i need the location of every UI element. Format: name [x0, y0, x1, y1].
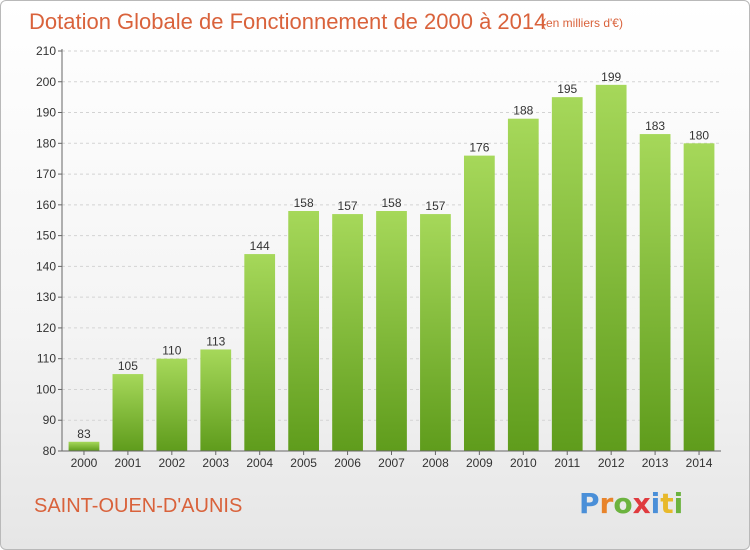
bar-value-label: 183	[645, 119, 665, 133]
bar-value-label: 158	[381, 196, 401, 210]
chart-title: Dotation Globale de Fonctionnement de 20…	[29, 9, 547, 34]
bar-value-label: 176	[469, 141, 489, 155]
y-tick-label: 170	[36, 167, 56, 181]
bar-value-label: 105	[118, 359, 138, 373]
bars	[68, 84, 715, 452]
bar-value-label: 113	[206, 334, 225, 348]
bar	[595, 84, 627, 451]
y-tick-label: 200	[36, 75, 56, 89]
proxiti-logo: Proxiti	[579, 487, 683, 520]
logo-letter: o	[613, 487, 633, 520]
x-tick-label: 2000	[71, 456, 98, 470]
bar-value-label: 199	[601, 70, 621, 84]
logo-letter: t	[660, 487, 674, 520]
commune-name: SAINT-OUEN-D'AUNIS	[34, 495, 243, 517]
y-tick-label: 80	[43, 444, 57, 458]
y-tick-label: 110	[37, 352, 56, 366]
x-tick-label: 2002	[158, 456, 185, 470]
axes	[61, 49, 721, 452]
y-tick-label: 190	[36, 106, 56, 120]
bar	[156, 358, 188, 451]
bar-value-label: 110	[162, 344, 181, 358]
bar	[420, 214, 451, 451]
bar	[683, 143, 715, 452]
bar	[463, 155, 495, 451]
x-tick-label: 2008	[422, 456, 449, 470]
data-labels: 83 105 110 113 144 158 157 158 157 176 188 195 199 18…	[77, 70, 709, 441]
bar	[288, 211, 320, 451]
y-tick-label: 150	[36, 229, 56, 243]
bar	[112, 374, 144, 451]
bar-value-label: 180	[689, 128, 709, 142]
x-tick-label: 2005	[290, 456, 317, 470]
bar-value-label: 83	[77, 427, 91, 441]
bar	[200, 349, 232, 451]
y-tick-label: 120	[36, 321, 56, 335]
x-tick-label: 2003	[202, 456, 229, 470]
bar	[68, 441, 100, 451]
x-tick-label: 2007	[378, 456, 405, 470]
y-tick-label: 130	[36, 290, 56, 304]
y-axis-ticks: 80 90 100 110 120 130 140 150 160 170 180 190 200 210	[36, 44, 62, 458]
x-tick-label: 2012	[598, 456, 625, 470]
y-tick-label: 160	[36, 198, 56, 212]
x-tick-label: 2004	[246, 456, 273, 470]
logo-letter: i	[673, 487, 684, 520]
x-tick-label: 2011	[554, 456, 580, 470]
bar	[376, 211, 407, 451]
bar-value-label: 158	[294, 196, 314, 210]
bar	[332, 214, 363, 451]
x-tick-label: 2006	[334, 456, 361, 470]
logo-letter: x	[632, 487, 651, 520]
bar-value-label: 188	[513, 104, 533, 118]
bar	[551, 97, 583, 452]
x-tick-label: 2013	[642, 456, 669, 470]
bar-value-label: 157	[338, 199, 358, 213]
y-tick-label: 140	[36, 259, 56, 273]
bar	[639, 134, 671, 452]
y-tick-label: 210	[36, 44, 56, 58]
x-tick-label: 2001	[115, 456, 142, 470]
bar-value-label: 195	[557, 82, 577, 96]
y-tick-label: 90	[43, 413, 57, 427]
x-tick-label: 2014	[686, 456, 713, 470]
bar-value-label: 144	[250, 239, 270, 253]
bar	[244, 254, 276, 451]
bar	[507, 118, 539, 451]
logo-letter: P	[579, 487, 600, 520]
x-tick-label: 2010	[510, 456, 537, 470]
chart-subtitle: (en milliers d'€)	[542, 16, 623, 30]
x-tick-label: 2009	[466, 456, 493, 470]
bar-value-label: 157	[425, 199, 445, 213]
y-tick-label: 180	[36, 136, 56, 150]
y-tick-label: 100	[36, 382, 56, 396]
logo-letter: r	[599, 487, 614, 520]
logo-letter: i	[650, 487, 661, 520]
x-axis-ticks: 2000 2001 2002 2003 2004 2005 2006 2007 2008 2009…	[71, 451, 713, 470]
